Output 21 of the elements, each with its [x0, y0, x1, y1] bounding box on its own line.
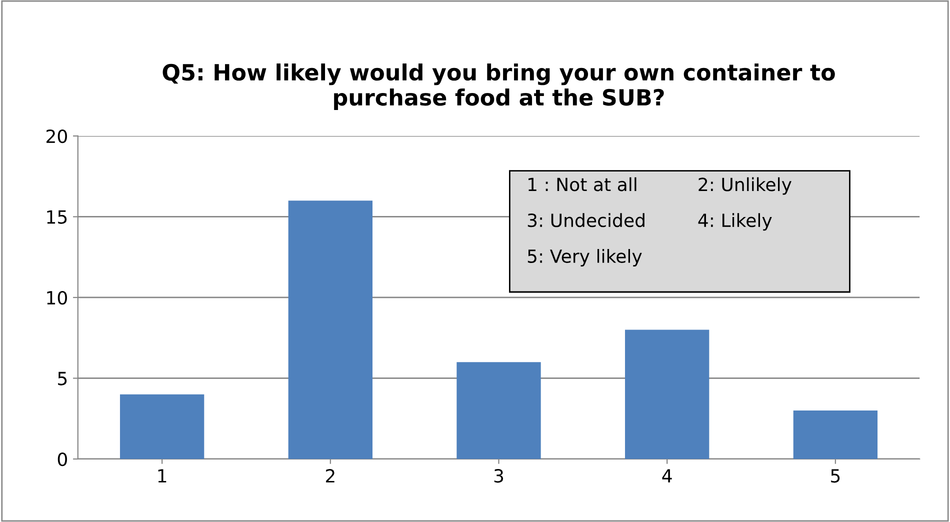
- annotation: 1 : Not at all: [528, 177, 636, 192]
- x-tick-label: 1: [158, 469, 166, 482]
- annotation: 3: Undecided: [528, 213, 644, 228]
- y-tick-label: 20: [46, 129, 67, 144]
- bar: [288, 200, 372, 459]
- bar: [456, 362, 541, 459]
- chart-title: Q5: How likely would you bring your own container to purchase food at the SUB?: [162, 63, 835, 110]
- annotation: 5: Very likely: [528, 249, 642, 266]
- y-tick-label: 0: [58, 452, 67, 466]
- x-tick-label: 3: [494, 469, 504, 483]
- y-tick-label: 15: [47, 210, 67, 224]
- x-tick-label: 5: [831, 469, 840, 483]
- y-tick-label: 5: [58, 372, 67, 386]
- bar: [625, 330, 710, 459]
- x-tick-label: 4: [662, 469, 672, 482]
- x-tick-label: 2: [326, 469, 334, 482]
- annotation: 2: Unlikely: [698, 177, 792, 195]
- bar: [120, 394, 204, 459]
- y-tick-label: 10: [47, 290, 67, 305]
- bar: [793, 410, 878, 459]
- annotation: 4: Likely: [698, 213, 772, 231]
